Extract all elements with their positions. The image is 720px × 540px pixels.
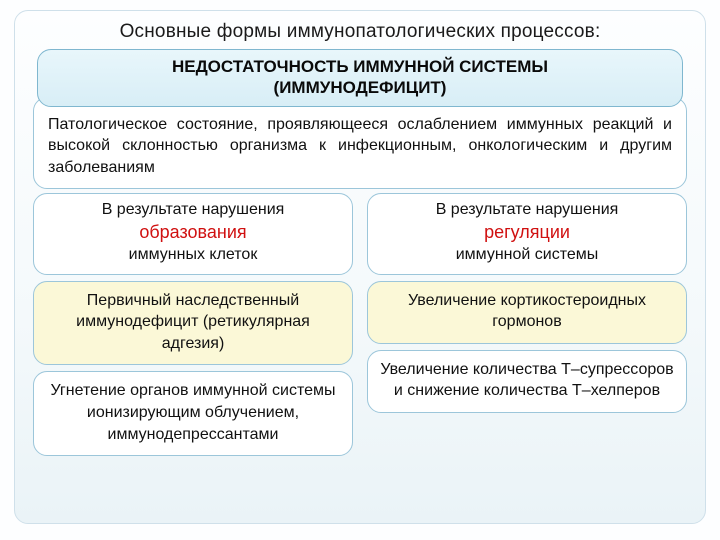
header-line2-suffix: )	[441, 78, 447, 97]
header-line1: НЕДОСТАТОЧНОСТЬ ИММУННОЙ СИСТЕМЫ	[172, 57, 548, 76]
cause-right-suffix: иммунной системы	[456, 246, 599, 263]
detail-right-1: Увеличение кортикостероидных гормонов	[367, 281, 687, 344]
main-panel: Основные формы иммунопатологических проц…	[14, 10, 706, 524]
detail-right-2: Увеличение количества Т–супрессоров и сн…	[367, 350, 687, 413]
detail-left-2-text: Угнетение органов иммунной системы иониз…	[50, 382, 335, 442]
cause-left-highlight: образования	[139, 222, 246, 242]
cause-right-prefix: В результате нарушения	[436, 201, 619, 218]
detail-left-1: Первичный наследственный иммунодефицит (…	[33, 281, 353, 366]
definition-text: Патологическое состояние, проявляющееся …	[48, 116, 672, 176]
detail-right-1-text: Увеличение кортикостероидных гормонов	[408, 292, 646, 331]
cause-left-prefix: В результате нарушения	[102, 201, 285, 218]
definition-box: Патологическое состояние, проявляющееся …	[33, 97, 687, 190]
cause-box-left: В результате нарушения образования иммун…	[33, 193, 353, 274]
left-column: В результате нарушения образования иммун…	[33, 193, 353, 456]
detail-left-2: Угнетение органов иммунной системы иониз…	[33, 371, 353, 456]
detail-right-2-text: Увеличение количества Т–супрессоров и сн…	[380, 361, 673, 400]
right-column: В результате нарушения регуляции иммунно…	[367, 193, 687, 456]
detail-left-1-text: Первичный наследственный иммунодефицит (…	[76, 292, 310, 352]
cause-left-suffix: иммунных клеток	[129, 246, 258, 263]
page-title: Основные формы иммунопатологических проц…	[29, 19, 691, 43]
page-background: Основные формы иммунопатологических проц…	[0, 0, 720, 540]
columns-wrapper: В результате нарушения образования иммун…	[29, 193, 691, 456]
header-line2-main: ИММУНОДЕФИЦИТ	[279, 78, 441, 97]
cause-right-highlight: регуляции	[484, 222, 570, 242]
header-box: НЕДОСТАТОЧНОСТЬ ИММУННОЙ СИСТЕМЫ (ИММУНО…	[37, 49, 683, 107]
cause-box-right: В результате нарушения регуляции иммунно…	[367, 193, 687, 274]
